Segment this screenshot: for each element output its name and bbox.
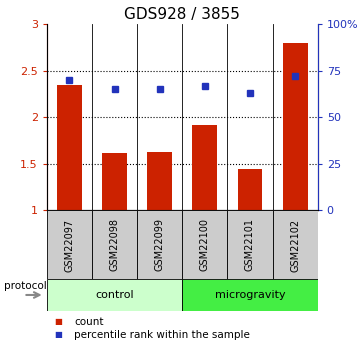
Bar [92,210,137,279]
Bar [273,210,318,279]
Text: ■: ■ [54,330,62,339]
Bar [182,210,227,279]
Bar [182,279,318,311]
Bar [137,210,182,279]
Bar [47,210,92,279]
Bar [147,152,172,210]
Text: ■: ■ [54,317,62,326]
Bar [102,153,127,210]
Text: protocol: protocol [4,282,46,291]
Bar [47,279,182,311]
Bar [227,210,273,279]
Text: GSM22102: GSM22102 [290,218,300,272]
Bar [238,169,262,210]
Bar [192,125,217,210]
Text: control: control [95,290,134,300]
Bar [283,43,308,210]
Text: GSM22101: GSM22101 [245,218,255,272]
Bar [57,85,82,210]
Text: count: count [74,317,104,327]
Text: microgravity: microgravity [215,290,285,300]
Text: percentile rank within the sample: percentile rank within the sample [74,330,250,339]
Text: GSM22099: GSM22099 [155,218,165,272]
Text: GSM22097: GSM22097 [65,218,74,272]
Title: GDS928 / 3855: GDS928 / 3855 [125,7,240,22]
Text: GSM22098: GSM22098 [110,218,119,272]
Text: GSM22100: GSM22100 [200,218,210,272]
